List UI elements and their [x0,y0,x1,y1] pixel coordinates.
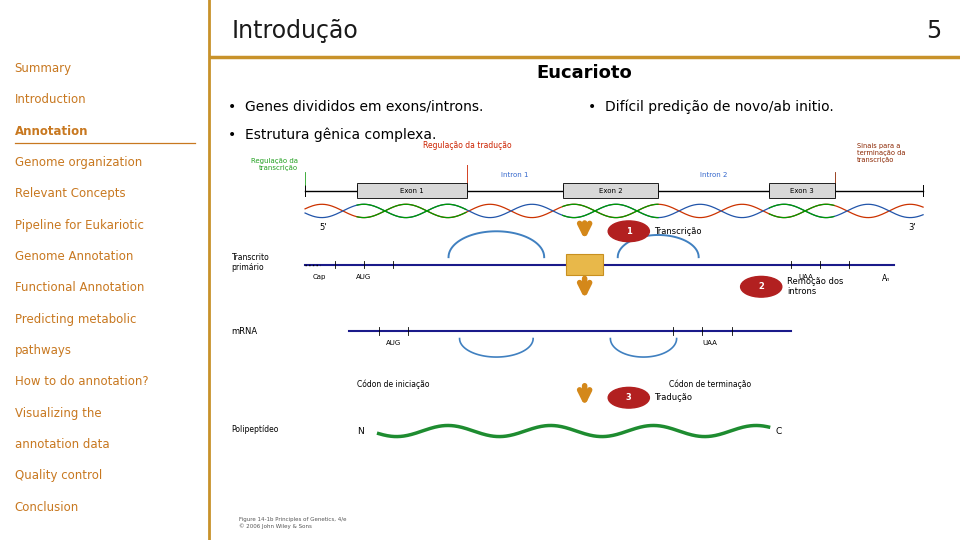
Text: Annotation: Annotation [14,125,88,138]
Text: Intron 1: Intron 1 [501,172,529,178]
Text: Exon 3: Exon 3 [790,187,813,194]
Text: Relevant Concepts: Relevant Concepts [14,187,125,200]
Text: Tradução: Tradução [655,393,692,402]
Text: Summary: Summary [14,62,72,75]
Text: Sinais para a
terminação da
transcrição: Sinais para a terminação da transcrição [857,143,905,163]
Text: Transcrição: Transcrição [655,227,702,236]
Text: Cap: Cap [313,274,326,280]
Text: annotation data: annotation data [14,438,109,451]
Text: 5: 5 [926,19,941,43]
Text: UAA: UAA [703,340,717,346]
Text: Eucarioto: Eucarioto [537,64,633,82]
Text: Visualizing the: Visualizing the [14,407,101,420]
Text: Conclusion: Conclusion [14,501,79,514]
Text: Polipeptídeo: Polipeptídeo [231,424,278,434]
Text: Exon 2: Exon 2 [599,187,622,194]
Circle shape [740,276,781,297]
Text: Figure 14-1b Principles of Genetics, 4/e
© 2006 John Wiley & Sons: Figure 14-1b Principles of Genetics, 4/e… [239,517,347,529]
Text: AUG: AUG [386,340,401,346]
Circle shape [609,387,649,408]
Text: Remoção dos
introns: Remoção dos introns [787,277,843,296]
Bar [769,183,835,198]
Text: 1: 1 [626,227,632,236]
Text: How to do annotation?: How to do annotation? [14,375,148,388]
Text: Introdução: Introdução [231,19,358,43]
Text: Regulação da
transcrição: Regulação da transcrição [251,158,298,171]
Text: Transcrito
primário: Transcrito primário [231,253,269,272]
Bar [563,183,659,198]
Text: N: N [357,427,364,436]
Text: Exon 1: Exon 1 [400,187,423,194]
Text: C: C [776,427,782,436]
Text: •  Difícil predição de novo/ab initio.: • Difícil predição de novo/ab initio. [588,100,834,114]
Text: Regulação da tradução: Regulação da tradução [422,141,512,150]
Text: mRNA: mRNA [231,327,257,336]
Text: Genome Annotation: Genome Annotation [14,250,133,263]
FancyBboxPatch shape [566,254,603,275]
Text: Genome organization: Genome organization [14,156,142,169]
Text: Quality control: Quality control [14,469,102,482]
Text: Códon de terminação: Códon de terminação [669,379,751,389]
Text: •  Estrutura gênica complexa.: • Estrutura gênica complexa. [228,128,437,143]
Text: 3: 3 [626,393,632,402]
Text: 2: 2 [758,282,764,291]
Text: 3': 3' [908,223,916,232]
Circle shape [609,221,649,241]
Text: Intron 2: Intron 2 [700,172,727,178]
Text: UAA: UAA [798,274,813,280]
Bar [356,183,467,198]
Text: AUG: AUG [356,274,372,280]
Text: Introduction: Introduction [14,93,86,106]
Text: Predicting metabolic: Predicting metabolic [14,313,136,326]
Text: pathways: pathways [14,344,72,357]
Text: Códon de iniciação: Códon de iniciação [357,379,430,389]
Text: 5': 5' [320,223,327,232]
Text: •  Genes divididos em exons/introns.: • Genes divididos em exons/introns. [228,100,484,114]
Text: Functional Annotation: Functional Annotation [14,281,144,294]
Text: Aₙ: Aₙ [882,274,891,283]
Text: Pipeline for Eukariotic: Pipeline for Eukariotic [14,219,144,232]
